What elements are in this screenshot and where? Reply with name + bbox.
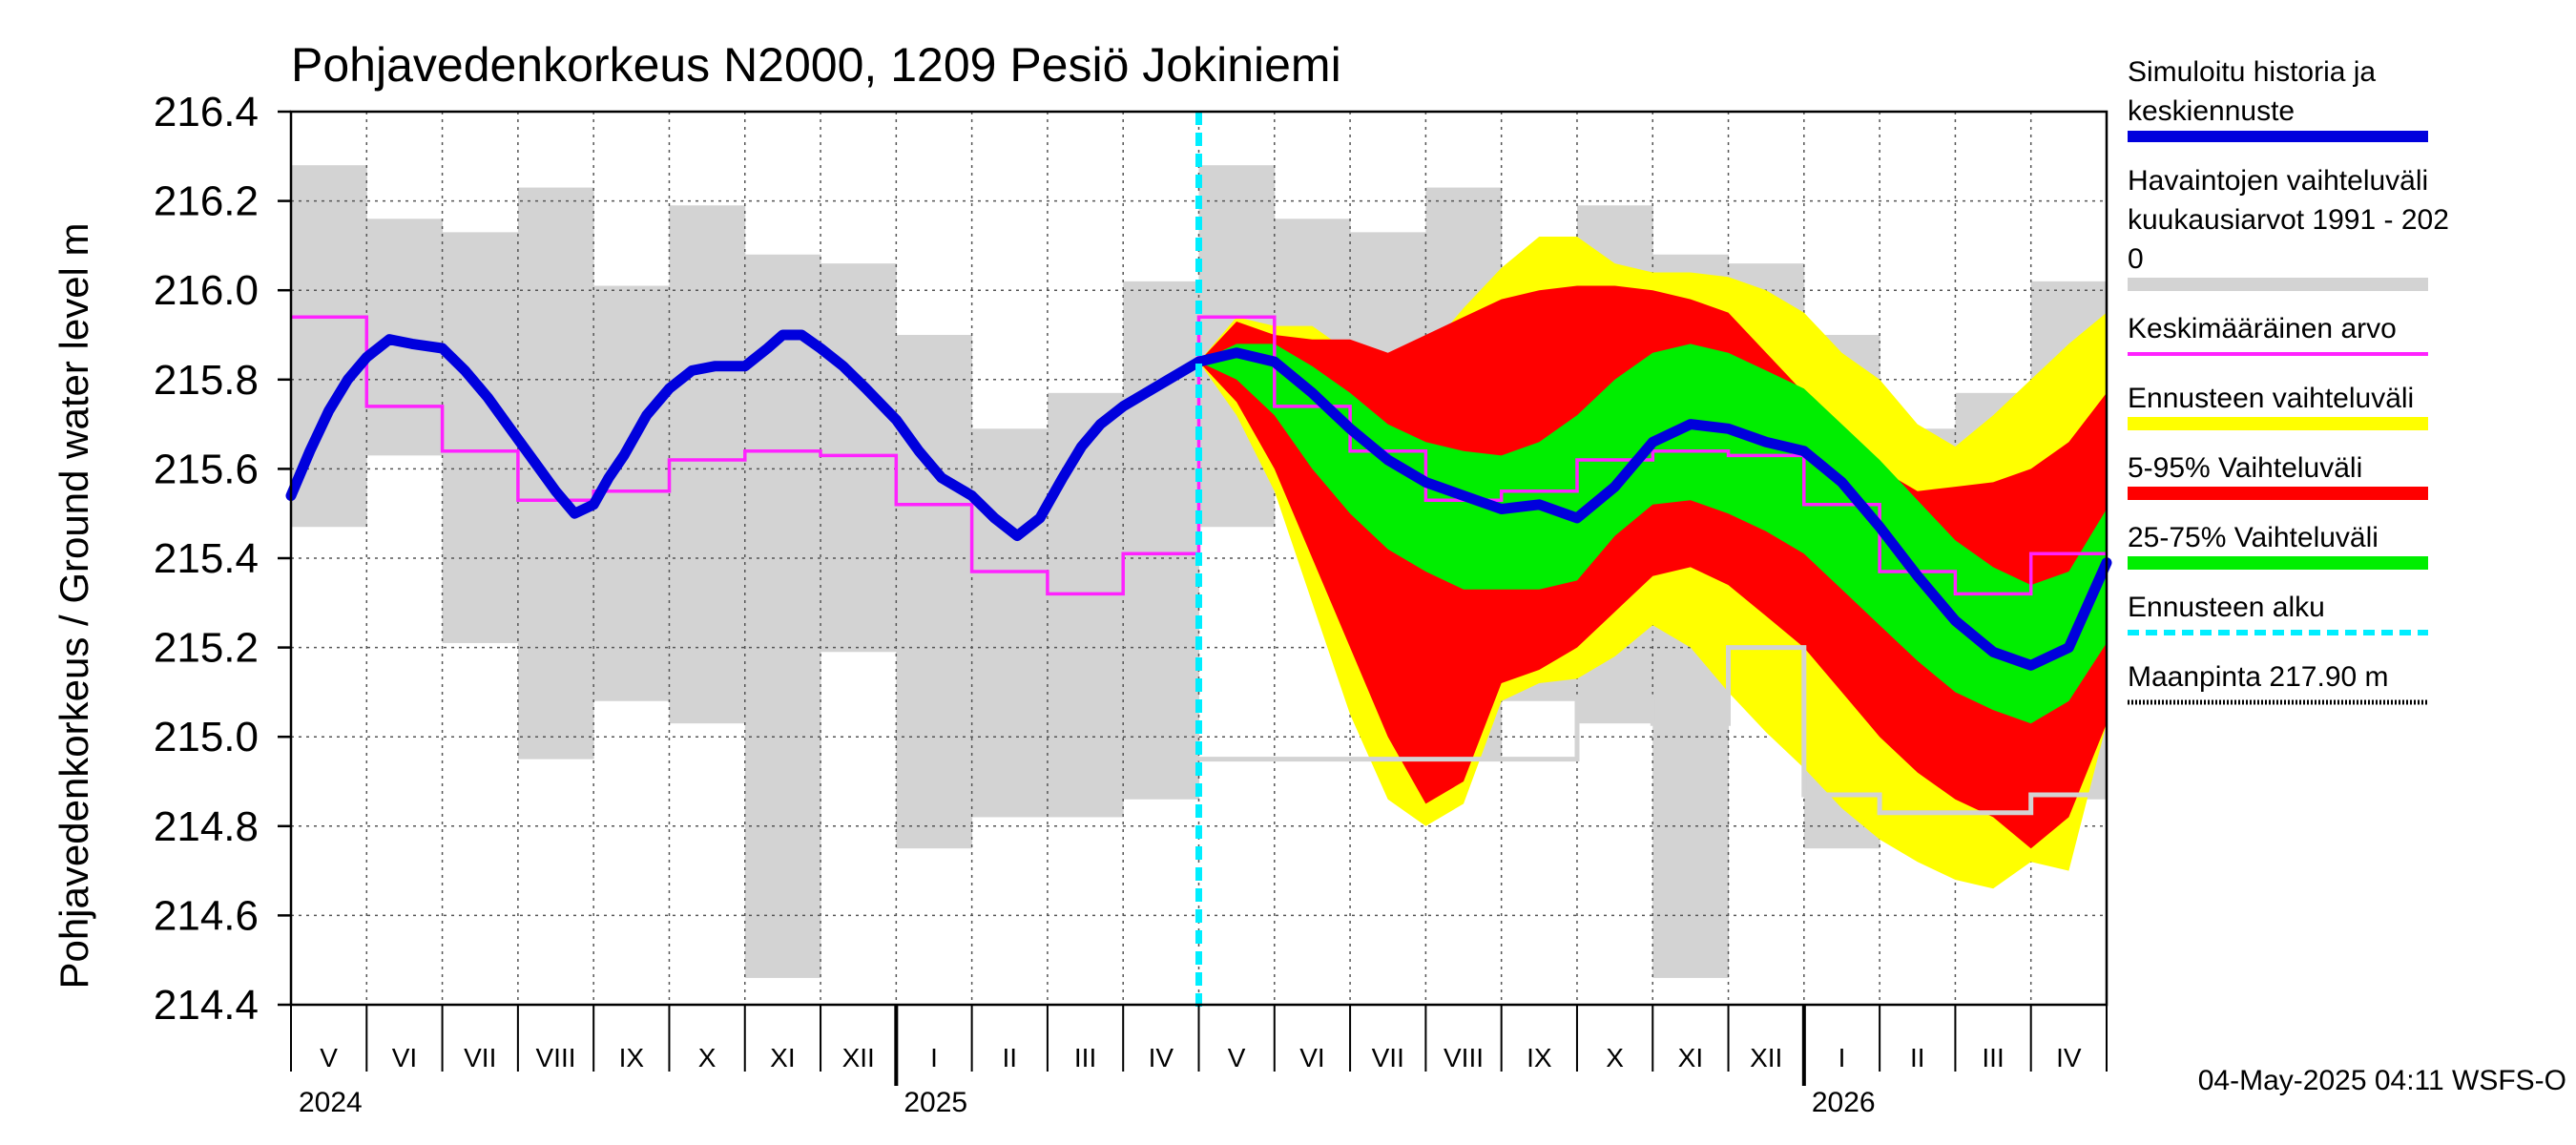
month-label: II [1910, 1043, 1925, 1072]
y-tick-label: 214.4 [154, 982, 259, 1029]
forecast-5-95-band [1198, 285, 2107, 849]
month-label: XI [770, 1043, 795, 1072]
month-label: VII [1372, 1043, 1404, 1072]
observed-range-bar [669, 205, 746, 724]
legend-label: 0 [2128, 243, 2144, 275]
legend-label: 5-95% Vaihteluväli [2128, 452, 2362, 484]
month-label: X [698, 1043, 717, 1072]
y-tick-label: 216.0 [154, 267, 259, 314]
month-label: V [320, 1043, 338, 1072]
month-label: I [1839, 1043, 1846, 1072]
series-lines [285, 112, 2112, 1010]
month-label: III [1074, 1043, 1096, 1072]
legend-label: keskiennuste [2128, 95, 2295, 127]
legend-label: 25-75% Vaihteluväli [2128, 522, 2379, 553]
month-label: V [1228, 1043, 1246, 1072]
chart-text: 216.4 216.2 216.0 215.8 215.6 215.4 215.2 215.0… [52, 38, 2566, 1118]
y-tick-label: 215.6 [154, 446, 259, 492]
legend-label: Ennusteen alku [2128, 592, 2325, 623]
month-label: II [1002, 1043, 1017, 1072]
month-label: I [930, 1043, 938, 1072]
month-label: VII [464, 1043, 496, 1072]
y-tick-label: 215.4 [154, 535, 259, 582]
month-label: III [1982, 1043, 2004, 1072]
year-label: 2026 [1812, 1087, 1876, 1118]
y-tick-label: 215.0 [154, 714, 259, 760]
month-label: VI [1299, 1043, 1324, 1072]
legend: Simuloitu historia ja keskiennuste Havaint… [2128, 56, 2449, 705]
axes [278, 110, 2109, 1086]
y-axis-label: Pohjavedenkorkeus / Ground water level m [52, 222, 96, 989]
y-tick-label: 215.8 [154, 357, 259, 404]
forecast-bands [1198, 237, 2107, 889]
y-tick-label: 214.8 [154, 803, 259, 850]
observed-range-bar [593, 285, 670, 701]
y-tick-label: 216.2 [154, 178, 259, 225]
observed-range-bar [442, 232, 519, 643]
year-label: 2024 [299, 1087, 363, 1118]
forecast-25-75-band [1198, 344, 2107, 724]
legend-label: Simuloitu historia ja [2128, 56, 2376, 88]
legend-label: Ennusteen vaihteluväli [2128, 383, 2414, 414]
simulated-history-line [285, 329, 1204, 542]
observed-range-bar [1047, 392, 1124, 818]
month-label: VIII [1444, 1043, 1484, 1072]
observed-range-bar [896, 335, 973, 849]
month-label: XI [1678, 1043, 1703, 1072]
forecast-period-min-line [1198, 645, 2107, 816]
observed-range-bar [971, 428, 1049, 818]
month-label: XII [1750, 1043, 1782, 1072]
year-label: 2025 [904, 1087, 967, 1118]
legend-label: Maanpinta 217.90 m [2128, 661, 2389, 693]
observed-range-bar [744, 254, 821, 978]
chart-title: Pohjavedenkorkeus N2000, 1209 Pesiö Joki… [291, 38, 1341, 92]
observed-range-bar [821, 263, 897, 653]
legend-label: kuukausiarvot 1991 - 202 [2128, 204, 2449, 236]
observed-range-bar [517, 187, 594, 760]
month-label: IV [1149, 1043, 1174, 1072]
month-label: IX [1527, 1043, 1552, 1072]
month-label: IV [2056, 1043, 2082, 1072]
observed-range-bar [1123, 281, 1199, 800]
y-tick-label: 215.2 [154, 625, 259, 672]
y-tick-label: 216.4 [154, 89, 259, 135]
month-label: IX [619, 1043, 645, 1072]
timestamp-footer: 04-May-2025 04:11 WSFS-O [2198, 1065, 2566, 1096]
month-label: X [1606, 1043, 1624, 1072]
median-forecast-line [1194, 347, 2112, 671]
y-tick-label: 214.6 [154, 892, 259, 939]
legend-label: Keskimääräinen arvo [2128, 313, 2397, 344]
month-label: XII [842, 1043, 875, 1072]
month-label: VIII [536, 1043, 576, 1072]
month-label: VI [392, 1043, 417, 1072]
legend-label: Havaintojen vaihteluväli [2128, 165, 2428, 197]
